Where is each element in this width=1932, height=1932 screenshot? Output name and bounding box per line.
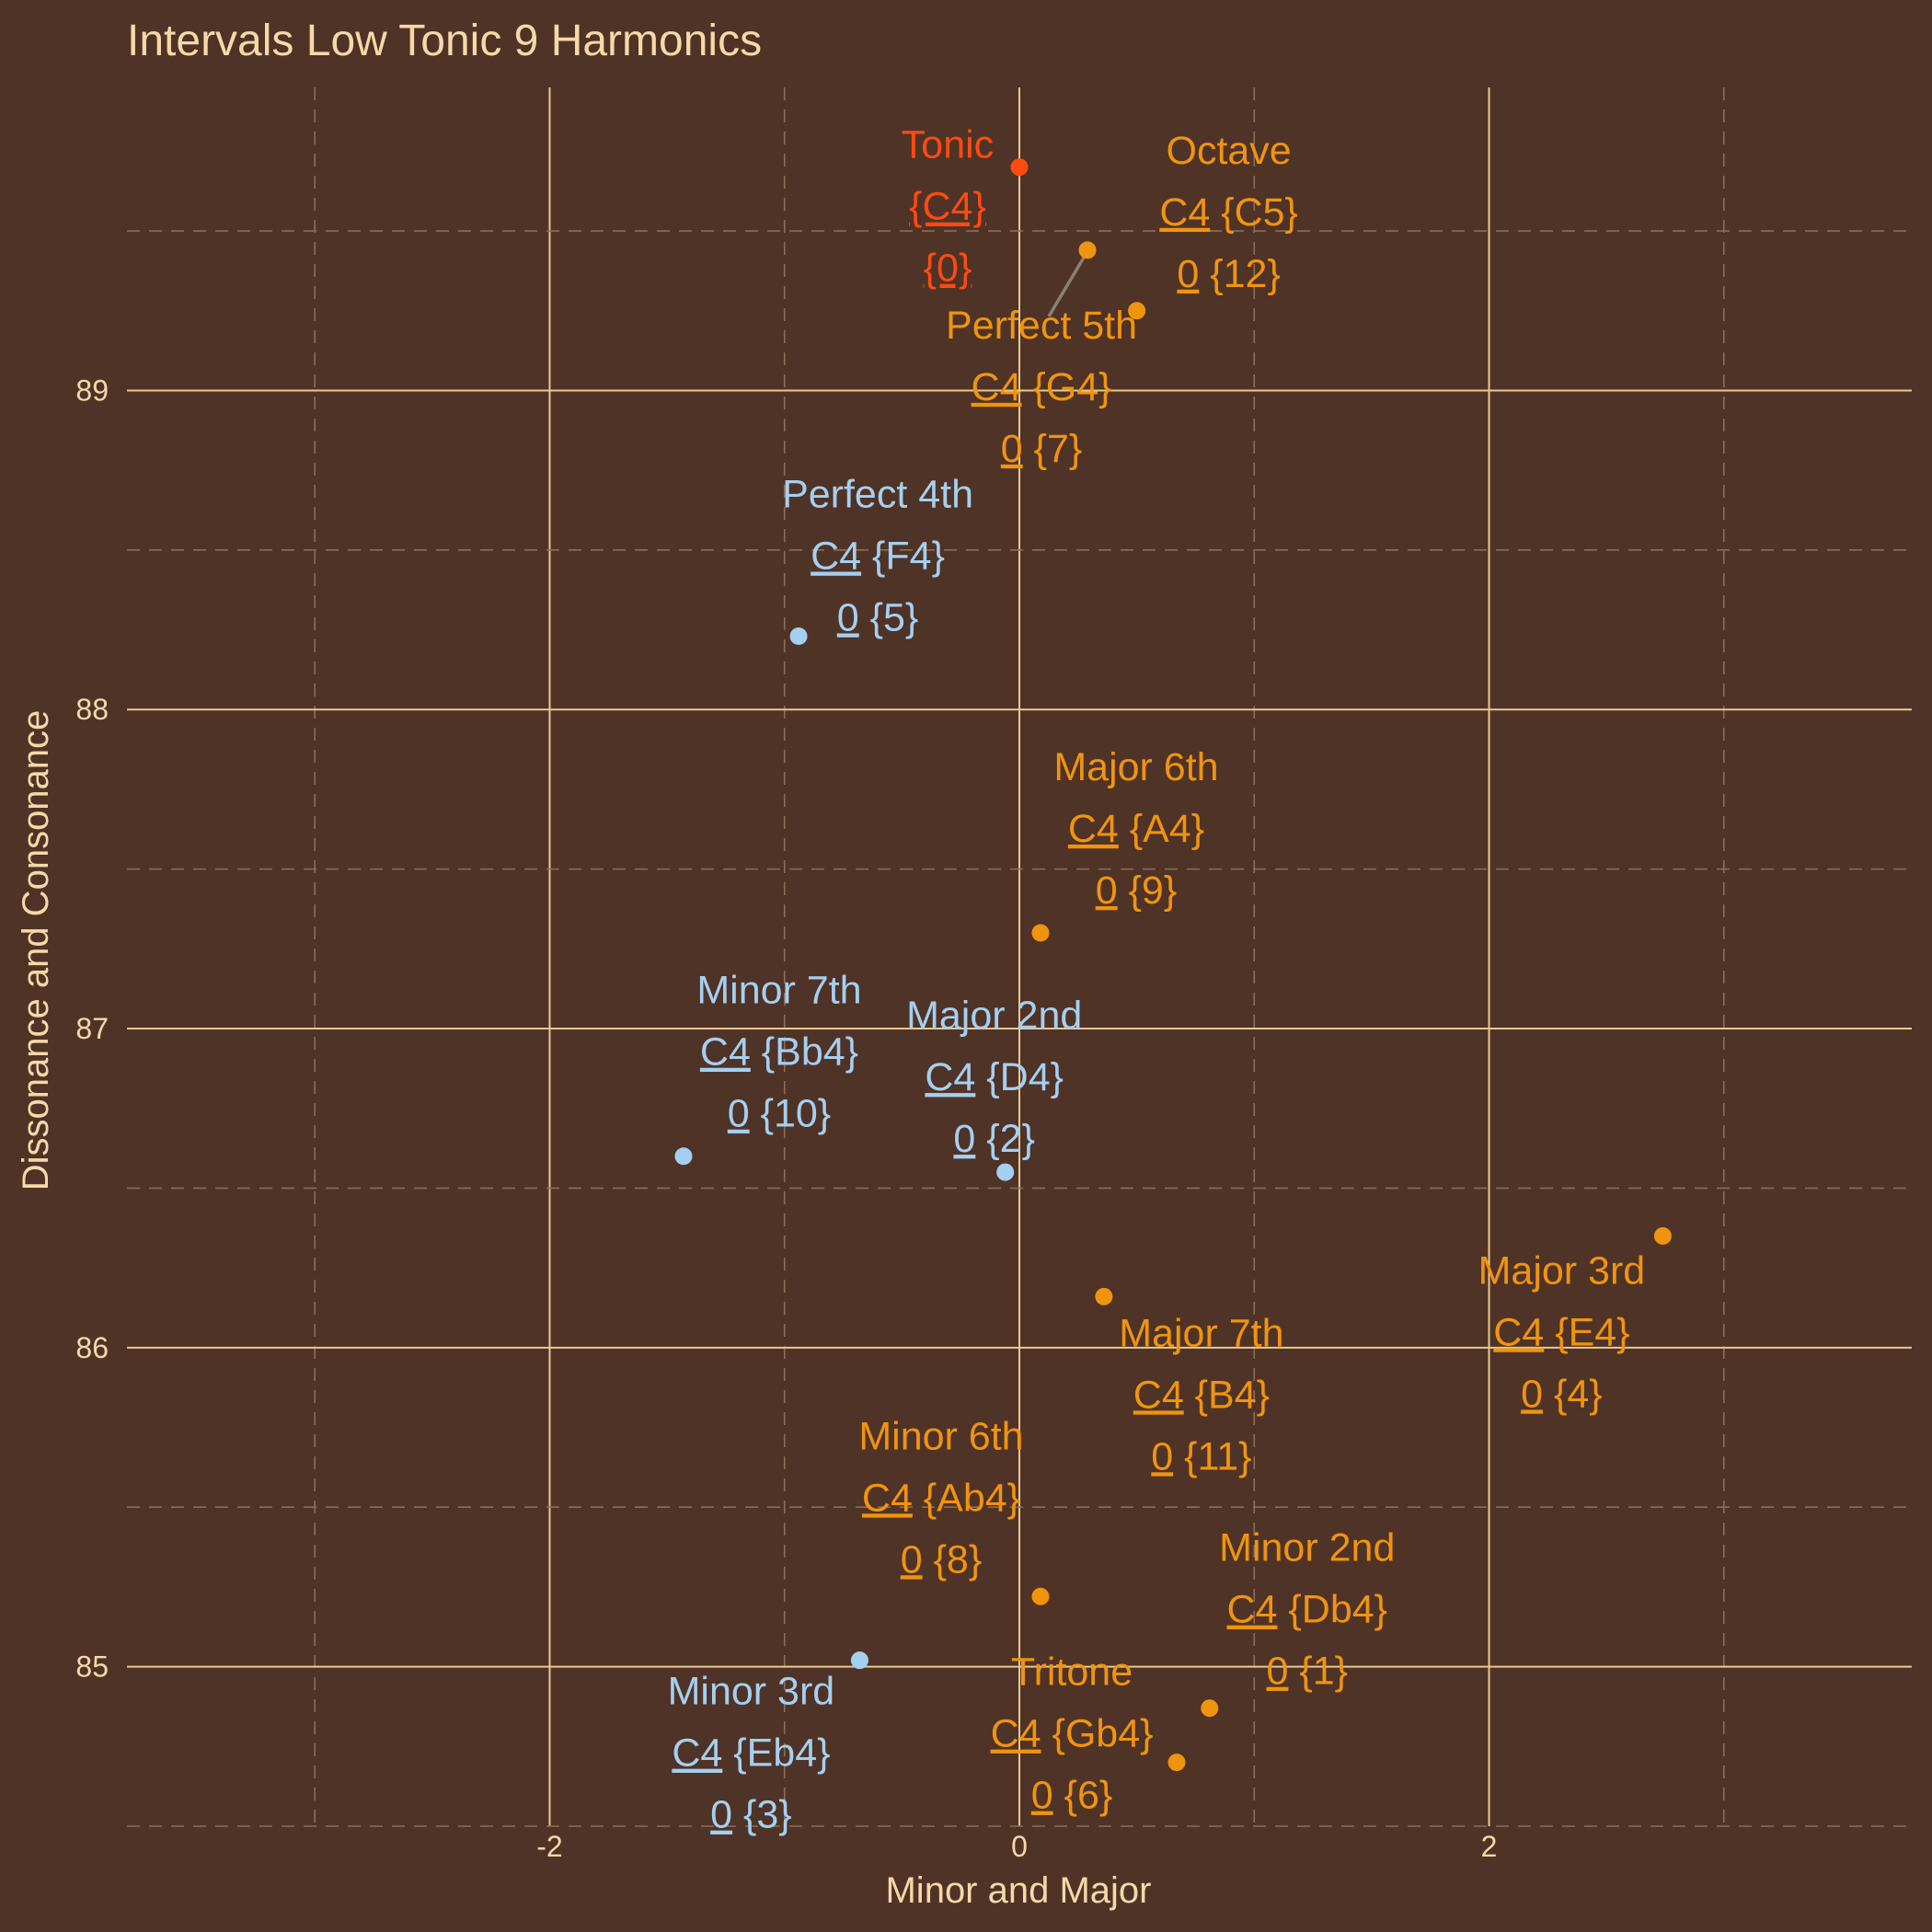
point-label-name: Perfect 5th bbox=[946, 304, 1137, 348]
data-point bbox=[789, 627, 808, 645]
x-tick-label: -2 bbox=[536, 1830, 562, 1863]
point-label-name: Major 3rd bbox=[1478, 1248, 1646, 1293]
point-label-name: Tritone bbox=[1011, 1650, 1133, 1695]
point-label: Perfect 4th C4 {F4} 0 {5} bbox=[782, 472, 973, 639]
point-label-notes: C4 {F4} bbox=[811, 534, 945, 578]
point-label-semitones: 0 {11} bbox=[1151, 1434, 1251, 1478]
point-label-notes: {C4} bbox=[909, 185, 986, 229]
data-point bbox=[1653, 1226, 1672, 1245]
point-label-notes: C4 {Ab4} bbox=[862, 1476, 1020, 1520]
data-points bbox=[674, 158, 1672, 1772]
point-label-notes: C4 {Eb4} bbox=[672, 1731, 830, 1776]
point-label-name: Major 6th bbox=[1053, 745, 1218, 789]
point-label-name: Tonic bbox=[902, 123, 994, 167]
leader-line bbox=[1047, 256, 1086, 317]
chart-title: Intervals Low Tonic 9 Harmonics bbox=[127, 17, 762, 65]
point-label-notes: C4 {B4} bbox=[1133, 1373, 1270, 1417]
data-point bbox=[1031, 924, 1050, 942]
point-label-name: Minor 3rd bbox=[668, 1670, 835, 1714]
data-point bbox=[850, 1651, 868, 1670]
point-label: Perfect 5th C4 {G4} 0 {7} bbox=[946, 304, 1137, 471]
y-tick-label: 88 bbox=[75, 693, 109, 726]
point-label-semitones: 0 {12} bbox=[1177, 252, 1280, 296]
data-point bbox=[996, 1163, 1015, 1181]
point-label-semitones: 0 {3} bbox=[710, 1793, 792, 1837]
point-label-semitones: 0 {5} bbox=[837, 595, 919, 639]
point-label: Major 3rd C4 {E4} 0 {4} bbox=[1478, 1248, 1646, 1416]
grid bbox=[127, 87, 1912, 1827]
leader-lines bbox=[1047, 256, 1086, 317]
x-tick-label: 0 bbox=[1011, 1830, 1028, 1863]
y-tick-label: 89 bbox=[75, 374, 109, 407]
data-point bbox=[1031, 1587, 1050, 1605]
point-label: Tritone C4 {Gb4} 0 {6} bbox=[991, 1650, 1154, 1818]
data-point bbox=[1167, 1754, 1186, 1772]
point-label-semitones: 0 {7} bbox=[1001, 427, 1083, 471]
point-label: Octave C4 {C5} 0 {12} bbox=[1159, 129, 1298, 296]
point-label-notes: C4 {D4} bbox=[925, 1055, 1064, 1099]
point-label-notes: C4 {E4} bbox=[1493, 1310, 1629, 1354]
y-tick-label: 87 bbox=[75, 1012, 109, 1045]
data-point bbox=[1128, 302, 1146, 320]
point-label-notes: C4 {Db4} bbox=[1226, 1588, 1387, 1632]
y-axis-title: Dissonance and Consonance bbox=[16, 710, 56, 1191]
point-label: Minor 3rd C4 {Eb4} 0 {3} bbox=[668, 1670, 835, 1837]
data-point bbox=[1095, 1287, 1113, 1305]
point-label-name: Minor 6th bbox=[858, 1414, 1023, 1458]
point-label: Major 7th C4 {B4} 0 {11} bbox=[1119, 1311, 1283, 1478]
point-label-name: Major 2nd bbox=[906, 994, 1082, 1038]
point-label: Minor 7th C4 {Bb4} 0 {10} bbox=[696, 969, 861, 1136]
data-point bbox=[1078, 241, 1097, 259]
y-tick-label: 85 bbox=[75, 1650, 109, 1684]
point-label-name: Octave bbox=[1167, 129, 1292, 173]
point-label-semitones: {0} bbox=[924, 247, 972, 291]
data-point bbox=[1201, 1699, 1219, 1718]
point-label-semitones: 0 {8} bbox=[901, 1537, 983, 1581]
point-label-semitones: 0 {10} bbox=[728, 1092, 831, 1136]
point-label: Minor 2nd C4 {Db4} 0 {1} bbox=[1219, 1526, 1395, 1694]
point-label-name: Minor 7th bbox=[696, 969, 861, 1013]
point-label-name: Perfect 4th bbox=[782, 472, 973, 516]
point-label-notes: C4 {C5} bbox=[1159, 190, 1298, 235]
x-tick-label: 2 bbox=[1481, 1830, 1498, 1863]
data-point bbox=[674, 1147, 693, 1166]
point-labels: Tonic {C4} {0} Octave C4 {C5} 0 {12} Perfect 5… bbox=[668, 123, 1646, 1837]
data-point bbox=[1010, 158, 1029, 177]
point-label-name: Minor 2nd bbox=[1219, 1526, 1395, 1570]
point-label-notes: C4 {Bb4} bbox=[700, 1030, 858, 1075]
point-label-semitones: 0 {6} bbox=[1031, 1774, 1113, 1818]
point-label: Major 6th C4 {A4} 0 {9} bbox=[1053, 745, 1218, 913]
point-label-notes: C4 {A4} bbox=[1068, 807, 1204, 851]
point-label-notes: C4 {Gb4} bbox=[991, 1712, 1154, 1756]
point-label-semitones: 0 {1} bbox=[1267, 1650, 1349, 1694]
point-label-name: Major 7th bbox=[1119, 1311, 1283, 1355]
point-label: Tonic {C4} {0} bbox=[902, 123, 994, 291]
point-label: Major 2nd C4 {D4} 0 {2} bbox=[906, 994, 1082, 1161]
y-tick-label: 86 bbox=[75, 1331, 109, 1364]
point-label-semitones: 0 {9} bbox=[1096, 868, 1178, 913]
x-axis-title: Minor and Major bbox=[885, 1870, 1151, 1911]
point-label-semitones: 0 {4} bbox=[1521, 1372, 1603, 1416]
point-label: Minor 6th C4 {Ab4} 0 {8} bbox=[858, 1414, 1023, 1581]
axis-ticks: -2 0 2 85 86 87 88 89 bbox=[75, 374, 1497, 1863]
point-label-semitones: 0 {2} bbox=[953, 1117, 1035, 1161]
point-label-notes: C4 {G4} bbox=[972, 365, 1112, 409]
